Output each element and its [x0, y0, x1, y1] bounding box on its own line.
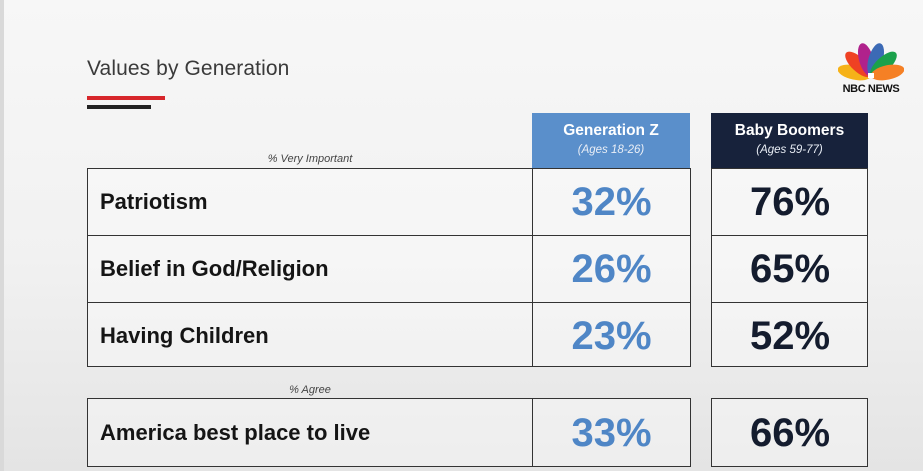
value-religion-gen-z: 26%: [571, 247, 652, 291]
value-america-gen-z: 33%: [571, 411, 652, 455]
table-top-row-line: [87, 235, 691, 236]
table-bottom-labels-box: [87, 398, 691, 467]
row-label-children: Having Children: [100, 323, 269, 348]
gen-z-header: Generation Z (Ages 18-26): [532, 113, 690, 169]
row-label-america: America best place to live: [100, 420, 371, 445]
value-religion-boomers: 65%: [749, 247, 831, 291]
table-top-boomers-box: [711, 168, 868, 367]
table-bottom-divider: [532, 398, 533, 467]
gen-z-header-ages: (Ages 18-26): [577, 144, 645, 156]
table-bottom-boomers-box: [711, 398, 868, 467]
peacock-feather: [870, 64, 905, 81]
table-top-divider: [532, 168, 533, 367]
row-label-religion: Belief in God/Religion: [100, 256, 329, 281]
boomers-header-name: Baby Boomers: [734, 122, 845, 139]
chart-title: Values by Generation: [87, 57, 290, 80]
frame-edge: [0, 0, 4, 471]
boomers-header-ages: (Ages 59-77): [756, 144, 823, 156]
table-top-boomers-row-line: [711, 302, 868, 303]
value-children-gen-z: 23%: [571, 314, 652, 358]
value-children-boomers: 52%: [749, 314, 831, 358]
table-top-boomers-row-line: [711, 235, 868, 236]
value-america-boomers: 66%: [749, 411, 831, 455]
value-patriotism-boomers: 76%: [749, 180, 831, 224]
section-label-agree: % Agree: [289, 384, 331, 396]
title-accent-dark: [87, 105, 151, 109]
nbc-news-logo: NBC NEWS: [837, 40, 905, 98]
boomers-header: Baby Boomers (Ages 59-77): [711, 113, 868, 169]
table-top-labels-box: [87, 168, 691, 367]
value-patriotism-gen-z: 32%: [571, 180, 652, 224]
logo-wordmark: NBC NEWS: [842, 83, 900, 95]
gen-z-header-name: Generation Z: [563, 122, 659, 139]
row-label-patriotism: Patriotism: [100, 189, 208, 214]
table-top-row-line: [87, 302, 691, 303]
section-label-very-important: % Very Important: [267, 153, 353, 165]
title-accent-red: [87, 96, 165, 100]
peacock-icon: [837, 43, 905, 81]
